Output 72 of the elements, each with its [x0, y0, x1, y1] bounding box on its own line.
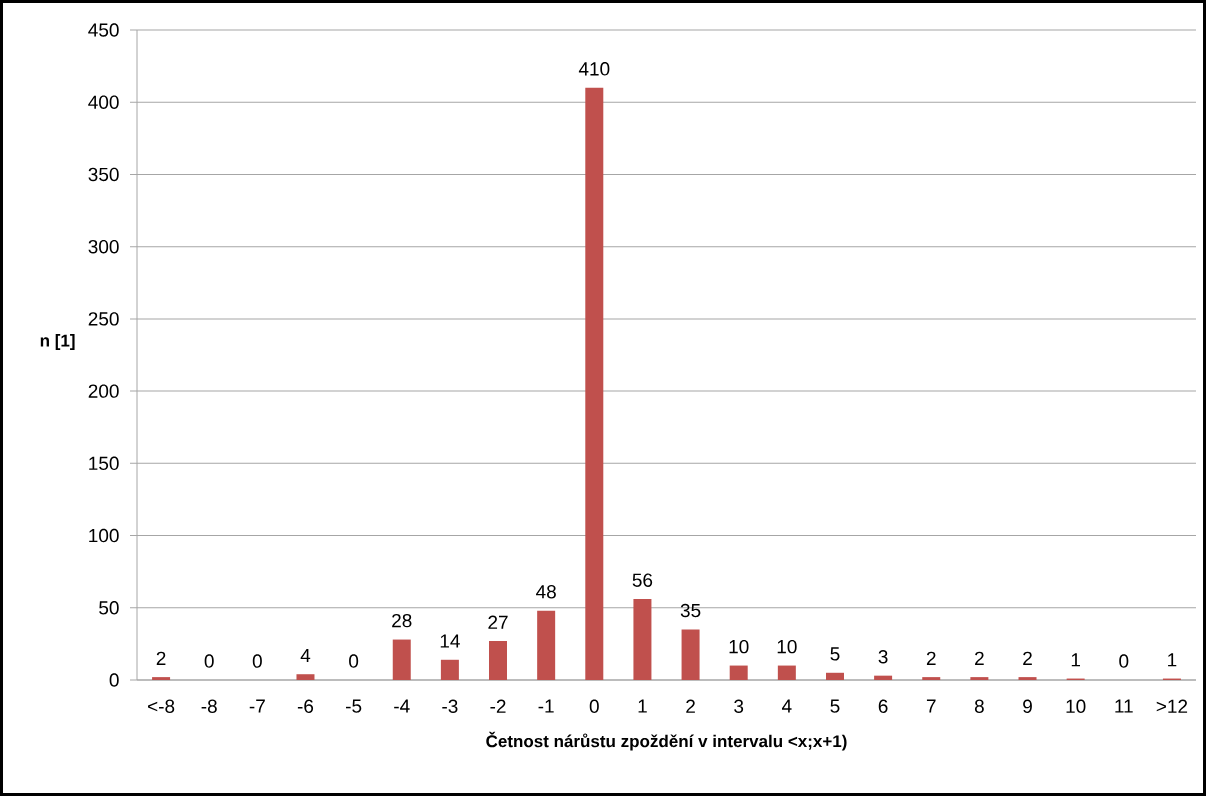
bar	[825, 672, 844, 680]
x-tick-label: 4	[781, 699, 792, 713]
x-tick-label: 5	[830, 699, 840, 713]
data-label: 56	[632, 573, 653, 587]
x-tick-label: 3	[734, 699, 744, 713]
x-tick-label: 1	[638, 699, 647, 713]
data-label: 27	[488, 615, 508, 629]
data-label: 10	[729, 639, 749, 654]
x-tick-label: 0	[589, 699, 599, 713]
y-tick-label: 200	[88, 384, 119, 398]
bar	[922, 677, 941, 680]
bar	[489, 641, 508, 680]
data-label: 0	[204, 654, 214, 668]
data-label: 0	[252, 654, 262, 668]
y-tick-label: 0	[109, 673, 119, 687]
data-label: 5	[830, 647, 840, 661]
x-tick-label: 8	[974, 699, 984, 713]
x-tick-label: -3	[442, 699, 458, 713]
bar	[392, 639, 411, 680]
y-tick-label: 50	[99, 601, 119, 615]
data-label: 3	[878, 650, 888, 664]
x-tick-label: -5	[346, 699, 362, 713]
data-label: 2	[1023, 651, 1032, 665]
bar	[1018, 677, 1037, 680]
data-label: 14	[440, 634, 460, 648]
bar	[152, 677, 171, 680]
data-label: 28	[392, 613, 412, 628]
bar	[537, 610, 556, 680]
x-tick-label: -6	[297, 699, 314, 713]
y-tick-label: 300	[88, 239, 119, 254]
x-tick-label: <-8	[148, 699, 175, 713]
bar	[970, 677, 989, 680]
data-label: 0	[349, 654, 359, 668]
data-label: 4	[300, 648, 311, 663]
bar	[874, 675, 893, 680]
y-tick-label: 150	[89, 456, 119, 471]
data-label: 1	[1071, 653, 1080, 667]
x-tick-label: 7	[926, 699, 936, 713]
bar	[681, 629, 700, 680]
bar	[729, 665, 748, 680]
data-label: 2	[926, 651, 936, 665]
y-tick-label: 450	[88, 23, 119, 37]
y-tick-label: 100	[89, 528, 119, 543]
y-axis-title: n [1]	[40, 334, 75, 350]
data-label: 0	[1119, 654, 1129, 668]
bar	[296, 674, 315, 680]
x-tick-label: -1	[538, 699, 554, 713]
y-tick-label: 350	[88, 167, 119, 182]
x-tick-label: -4	[394, 699, 410, 713]
bar	[585, 87, 604, 680]
data-label: 1	[1168, 653, 1177, 667]
data-label: 35	[680, 603, 701, 618]
x-tick-label: 2	[686, 699, 695, 713]
x-tick-label: -2	[490, 699, 506, 713]
x-tick-label: -8	[201, 699, 217, 713]
data-label: 410	[578, 62, 610, 76]
x-tick-label: 9	[1023, 699, 1032, 713]
data-label: 2	[156, 651, 166, 665]
y-tick-label: 400	[88, 95, 119, 109]
data-label: 10	[777, 639, 797, 654]
x-tick-label: >12	[1156, 699, 1188, 713]
x-tick-label: 10	[1066, 699, 1086, 713]
bar	[440, 659, 459, 680]
x-axis-title: Četnost nárůstu zpoždění v intervalu <x;x+1)	[486, 731, 847, 751]
bar	[777, 665, 796, 680]
data-label: 48	[536, 585, 556, 599]
bar	[633, 599, 652, 680]
data-label: 2	[975, 651, 984, 665]
x-tick-label: -7	[249, 699, 265, 713]
x-tick-label: 11	[1115, 699, 1133, 713]
x-tick-label: 6	[878, 699, 888, 713]
y-tick-label: 250	[88, 312, 119, 326]
